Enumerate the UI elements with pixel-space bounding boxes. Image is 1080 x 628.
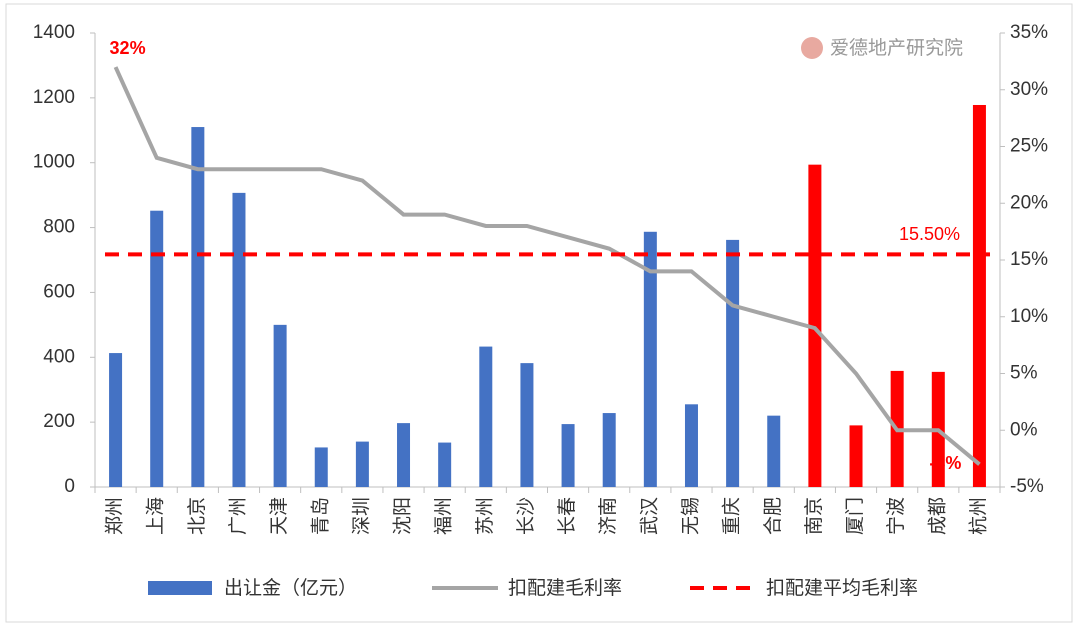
bar	[109, 353, 123, 487]
x-tick-label: 长春	[556, 497, 578, 535]
x-tick-label: 沈阳	[392, 497, 414, 535]
x-tick-label: 青岛	[309, 497, 331, 535]
legend-swatch	[148, 581, 212, 595]
y-tick-label: 1200	[33, 87, 75, 108]
x-tick-label: 苏州	[474, 497, 496, 535]
watermark-logo	[801, 37, 823, 59]
data-label: -3%	[929, 453, 961, 473]
x-tick-label: 广州	[227, 497, 249, 535]
x-tick-label: 长沙	[515, 497, 537, 535]
bar	[232, 192, 246, 487]
bar	[602, 413, 616, 487]
bar	[191, 127, 205, 488]
bar	[767, 415, 781, 487]
x-tick-label: 上海	[145, 497, 167, 535]
x-tick-label: 重庆	[721, 497, 743, 535]
x-tick-label: 武汉	[638, 497, 660, 535]
y-tick-label: 0	[64, 476, 75, 497]
bar	[397, 423, 411, 487]
x-tick-label: 福州	[433, 497, 455, 535]
x-tick-label: 杭州	[967, 497, 989, 535]
chart-border	[5, 3, 1073, 623]
bar	[643, 231, 657, 487]
legend-label: 扣配建平均毛利率	[766, 577, 918, 599]
y2-tick-label: 5%	[1010, 363, 1038, 384]
y2-tick-label: 35%	[1010, 22, 1048, 43]
data-label: 32%	[110, 38, 146, 58]
x-tick-label: 合肥	[762, 497, 784, 535]
bar	[438, 442, 452, 487]
bar	[520, 363, 534, 487]
x-tick-label: 厦门	[844, 497, 866, 535]
x-tick-label: 南京	[803, 497, 825, 535]
y-tick-label: 400	[43, 346, 75, 367]
bar	[355, 441, 369, 487]
x-tick-label: 成都	[926, 497, 948, 535]
x-tick-label: 无锡	[679, 497, 701, 535]
bar	[561, 424, 575, 487]
y-tick-label: 1000	[33, 152, 75, 173]
bar	[726, 239, 740, 487]
y2-tick-label: 20%	[1010, 192, 1048, 213]
bar	[273, 324, 287, 487]
y2-tick-label: 10%	[1010, 306, 1048, 327]
x-tick-label: 郑州	[104, 497, 126, 535]
x-tick-label: 宁波	[885, 497, 907, 535]
x-tick-label: 北京	[186, 497, 208, 535]
y2-tick-label: 0%	[1010, 419, 1038, 440]
bar	[684, 404, 698, 487]
average-label: 15.50%	[899, 224, 960, 244]
bar	[479, 346, 493, 487]
y2-tick-label: 30%	[1010, 79, 1048, 100]
legend-label: 出让金（亿元）	[224, 577, 357, 599]
y-tick-label: 200	[43, 411, 75, 432]
bar	[972, 104, 986, 488]
bar	[314, 447, 328, 487]
legend-label: 扣配建毛利率	[508, 577, 622, 599]
y2-tick-label: 15%	[1010, 249, 1048, 270]
bar	[150, 210, 164, 488]
watermark: 爱德地产研究院	[830, 37, 963, 59]
x-tick-label: 深圳	[350, 497, 372, 535]
y-tick-label: 1400	[33, 22, 75, 43]
bar	[849, 425, 863, 487]
x-tick-label: 天津	[268, 497, 290, 535]
x-tick-label: 济南	[597, 497, 619, 535]
line	[113, 66, 981, 466]
y2-tick-label: -5%	[1010, 476, 1044, 497]
bar	[808, 164, 822, 487]
y-tick-label: 600	[43, 281, 75, 302]
y2-tick-label: 25%	[1010, 136, 1048, 157]
y-tick-label: 800	[43, 217, 75, 238]
